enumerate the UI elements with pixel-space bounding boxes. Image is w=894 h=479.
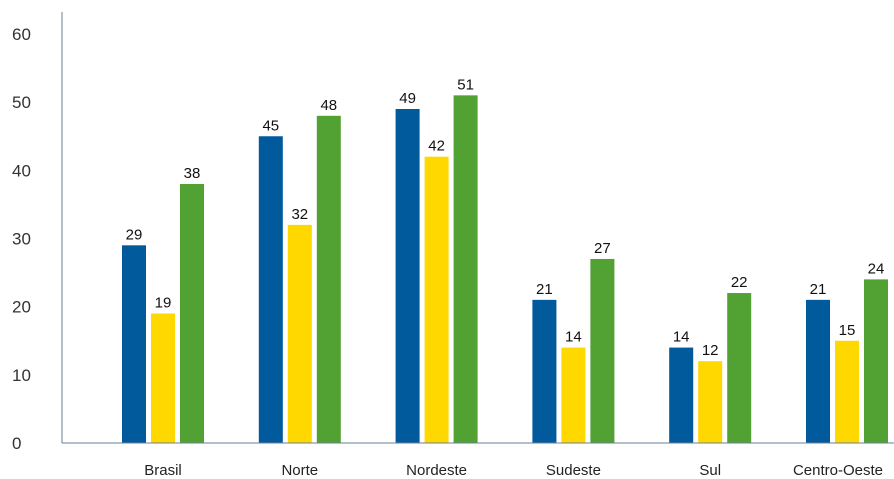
bar-value-label: 22 bbox=[731, 274, 748, 291]
bar-value-label: 21 bbox=[810, 281, 827, 298]
bar-value-label: 29 bbox=[126, 226, 143, 243]
category-labels: Brasil Norte Nordeste Sudeste Sul Centro-Oest… bbox=[144, 462, 883, 479]
bar bbox=[122, 245, 146, 443]
y-tick-label: 50 bbox=[12, 93, 31, 112]
bar bbox=[180, 183, 204, 443]
bar-value-label: 32 bbox=[291, 206, 308, 223]
y-tick-label: 60 bbox=[12, 25, 31, 44]
bar-value-label: 14 bbox=[673, 329, 690, 346]
bar bbox=[698, 361, 723, 443]
bar bbox=[453, 95, 478, 443]
y-tick-label: 0 bbox=[12, 434, 21, 453]
bar-value-label: 45 bbox=[262, 117, 279, 134]
category-label: Brasil bbox=[144, 462, 182, 479]
bar bbox=[669, 347, 694, 443]
bar bbox=[424, 156, 449, 443]
bar-value-label: 21 bbox=[536, 281, 553, 298]
category-label: Centro-Oeste bbox=[793, 462, 883, 479]
bar-value-label: 51 bbox=[457, 76, 474, 93]
bar bbox=[727, 293, 752, 443]
bars bbox=[122, 95, 888, 444]
bar-value-label: 14 bbox=[565, 329, 582, 346]
bar bbox=[151, 313, 175, 443]
bar-value-label: 42 bbox=[428, 138, 445, 155]
bar-value-label: 12 bbox=[702, 342, 719, 359]
bar bbox=[395, 108, 420, 443]
y-tick-label: 30 bbox=[12, 230, 31, 249]
bar bbox=[316, 115, 341, 444]
bar bbox=[287, 224, 312, 443]
bar-value-label: 49 bbox=[399, 90, 416, 107]
y-axis-ticks: 0 10 20 30 40 50 60 bbox=[12, 25, 31, 453]
bar-value-label: 38 bbox=[184, 165, 201, 182]
y-tick-label: 20 bbox=[12, 298, 31, 317]
bar bbox=[835, 340, 859, 443]
bar-value-label: 48 bbox=[320, 97, 337, 114]
bar bbox=[806, 299, 830, 443]
category-label: Norte bbox=[281, 462, 318, 479]
category-label: Sul bbox=[699, 462, 721, 479]
category-label: Sudeste bbox=[546, 462, 601, 479]
bar-value-label: 19 bbox=[155, 294, 172, 311]
y-tick-label: 10 bbox=[12, 366, 31, 385]
bar-value-label: 15 bbox=[839, 322, 856, 339]
bar bbox=[258, 136, 283, 443]
bar bbox=[532, 299, 557, 443]
bar bbox=[864, 279, 888, 443]
y-tick-label: 40 bbox=[12, 161, 31, 180]
bar bbox=[590, 258, 615, 443]
data-labels: 29 19 38 45 32 48 49 42 51 21 14 27 14 12 22 21 15 24 bbox=[126, 76, 885, 359]
bar-value-label: 24 bbox=[868, 260, 885, 277]
category-label: Nordeste bbox=[406, 462, 467, 479]
bar-value-label: 27 bbox=[594, 240, 611, 257]
bar bbox=[561, 347, 586, 443]
